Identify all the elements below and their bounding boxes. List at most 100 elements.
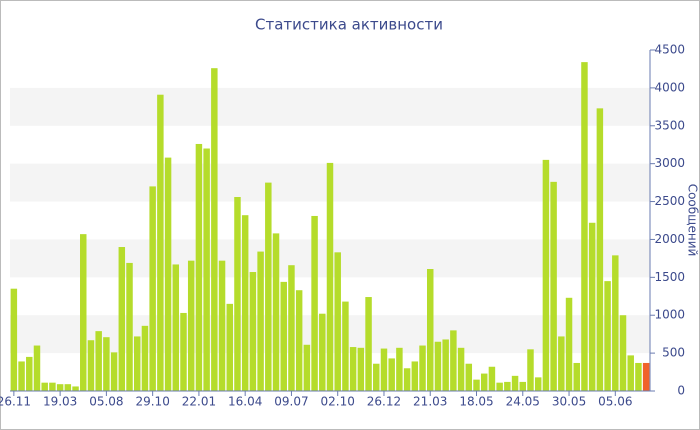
x-tick-label: 30.05 xyxy=(552,395,586,409)
bar xyxy=(450,330,457,391)
x-tick-label: 26.11 xyxy=(0,395,31,409)
x-tick-label: 18.05 xyxy=(459,395,493,409)
bar xyxy=(110,352,118,391)
bar xyxy=(396,347,403,391)
bar xyxy=(180,312,187,391)
bar xyxy=(604,281,611,391)
bar xyxy=(504,381,511,391)
bar xyxy=(288,265,295,391)
bar xyxy=(596,108,604,392)
bar xyxy=(303,344,311,391)
bar xyxy=(64,384,72,391)
bar xyxy=(427,268,434,391)
x-tick-label: 19.03 xyxy=(43,395,77,409)
bar xyxy=(172,264,180,391)
bar xyxy=(373,363,380,391)
bar xyxy=(635,362,642,391)
bar xyxy=(257,251,264,391)
y-axis-label: Сообщений xyxy=(686,184,700,257)
x-tick-label: 24.05 xyxy=(506,395,540,409)
bar xyxy=(141,325,149,391)
bar xyxy=(234,197,241,391)
bar xyxy=(211,68,218,391)
bar xyxy=(118,247,126,391)
bar xyxy=(49,382,56,391)
bar xyxy=(550,181,557,391)
x-tick-label: 21.03 xyxy=(413,395,447,409)
x-tick-label: 16.04 xyxy=(228,395,262,409)
bar xyxy=(334,252,341,391)
bar xyxy=(558,336,565,391)
bar xyxy=(33,345,41,391)
bar xyxy=(388,358,395,391)
y-tick-label: 4000 xyxy=(654,80,685,94)
y-tick-label: 3000 xyxy=(654,156,685,170)
bar xyxy=(511,375,519,391)
bar xyxy=(434,341,442,391)
bar xyxy=(480,373,488,391)
bar xyxy=(226,303,233,391)
bar xyxy=(488,366,496,391)
x-tick-label: 29.10 xyxy=(135,395,169,409)
bar xyxy=(465,363,473,391)
bar xyxy=(26,356,33,391)
bar xyxy=(95,331,102,391)
bar xyxy=(442,339,449,391)
bar xyxy=(581,62,588,391)
bar xyxy=(365,297,372,391)
bar xyxy=(588,222,596,391)
bar xyxy=(195,143,203,391)
x-tick-label: 05.08 xyxy=(89,395,123,409)
bar xyxy=(612,255,619,391)
bar xyxy=(80,234,87,391)
bar xyxy=(72,386,79,391)
bar xyxy=(187,260,195,391)
bar xyxy=(265,182,272,391)
bar xyxy=(56,384,64,391)
x-tick-label: 09.07 xyxy=(274,395,308,409)
bar xyxy=(565,297,573,391)
y-tick-label: 1000 xyxy=(654,308,685,322)
bar xyxy=(642,362,650,391)
x-tick-label: 22.01 xyxy=(182,395,216,409)
y-tick-label: 2000 xyxy=(654,232,685,246)
bar xyxy=(311,215,318,391)
bar xyxy=(41,382,48,391)
bar xyxy=(319,313,326,391)
bar xyxy=(619,315,627,391)
y-tick-label: 4500 xyxy=(654,43,685,57)
bar xyxy=(249,272,257,391)
bar xyxy=(342,301,349,391)
bar xyxy=(573,362,580,391)
bar xyxy=(241,215,249,391)
bar xyxy=(10,288,18,391)
bar xyxy=(280,281,287,391)
bar xyxy=(133,336,141,391)
bar xyxy=(272,233,280,391)
bar xyxy=(457,347,465,391)
bar xyxy=(519,381,527,391)
bar xyxy=(103,337,110,391)
bar xyxy=(527,349,534,391)
x-tick-label: 26.12 xyxy=(367,395,401,409)
bar xyxy=(295,290,303,391)
bar xyxy=(403,368,411,391)
bar xyxy=(542,159,550,391)
y-tick-label: 3500 xyxy=(654,118,685,132)
bar xyxy=(419,345,426,391)
bar xyxy=(126,262,133,391)
bar xyxy=(164,157,172,391)
chart-title: Статистика активности xyxy=(255,16,443,34)
bar xyxy=(18,361,25,391)
bar xyxy=(203,148,210,391)
grid-band xyxy=(10,87,650,126)
x-tick-label: 02.10 xyxy=(321,395,355,409)
bar xyxy=(218,260,226,391)
bar xyxy=(157,94,164,391)
y-tick-label: 0 xyxy=(677,384,685,398)
bar xyxy=(349,347,357,391)
bar xyxy=(357,347,365,391)
bar xyxy=(326,162,334,391)
